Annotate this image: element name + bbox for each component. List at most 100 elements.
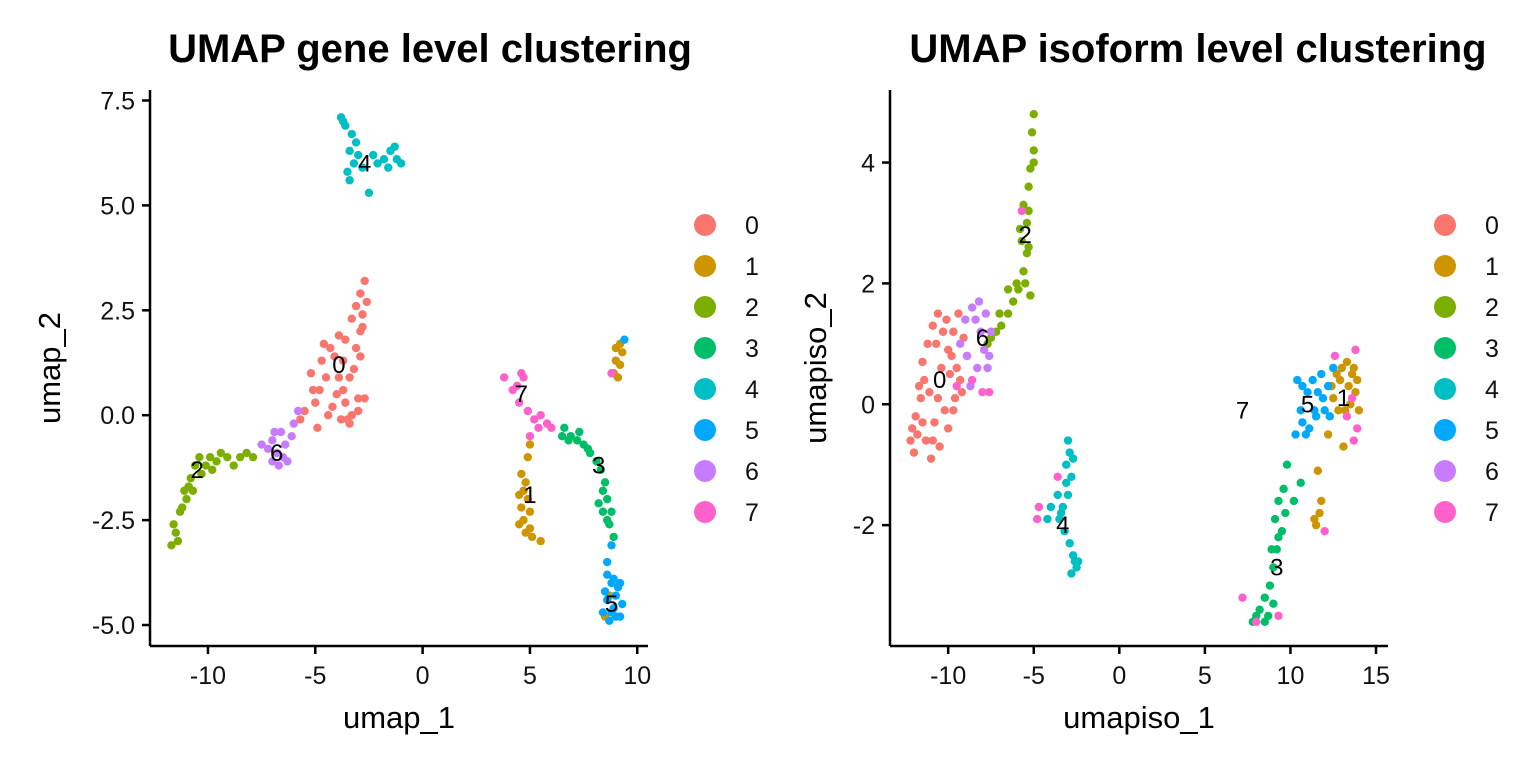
point-cluster-1: [1323, 430, 1333, 439]
point-cluster-6: [263, 444, 273, 453]
point-cluster-1: [1337, 363, 1346, 373]
chart-title: UMAP isoform level clustering: [909, 27, 1486, 71]
cluster-label-4: 4: [358, 150, 371, 177]
point-cluster-0: [311, 398, 320, 407]
point-cluster-0: [349, 364, 359, 374]
point-cluster-0: [315, 385, 324, 395]
point-cluster-0: [937, 363, 946, 373]
cluster-label-3: 3: [1270, 554, 1283, 581]
legend-label-0: 0: [745, 212, 759, 240]
point-cluster-0: [911, 412, 920, 421]
point-cluster-5: [1318, 394, 1328, 403]
point-cluster-0: [906, 436, 915, 445]
legend-key-6: [1434, 460, 1456, 482]
legend-key-7: [1434, 501, 1456, 523]
legend-key-5: [1434, 419, 1456, 441]
point-cluster-0: [954, 309, 963, 318]
point-cluster-6: [967, 303, 977, 312]
legend-key-3: [1434, 337, 1456, 359]
point-cluster-3: [1270, 514, 1280, 524]
legend-label-1: 1: [745, 253, 759, 281]
point-cluster-0: [945, 369, 955, 379]
point-cluster-0: [918, 357, 927, 367]
point-cluster-6: [293, 406, 303, 416]
point-cluster-0: [334, 373, 344, 382]
point-cluster-4: [390, 142, 399, 151]
legend-key-4: [694, 378, 716, 400]
point-cluster-7: [1017, 206, 1026, 216]
point-cluster-0: [938, 327, 948, 336]
point-cluster-5: [607, 578, 616, 588]
point-cluster-2: [1024, 182, 1033, 191]
point-cluster-7: [523, 406, 532, 416]
point-cluster-3: [596, 465, 605, 474]
point-cluster-3: [603, 494, 612, 504]
point-cluster-0: [933, 394, 943, 403]
legend-label-1: 1: [1485, 253, 1499, 281]
point-cluster-3: [1274, 533, 1283, 542]
point-cluster-0: [928, 436, 937, 445]
point-cluster-0: [935, 442, 944, 451]
point-cluster-3: [575, 427, 584, 437]
legend-key-2: [694, 296, 716, 318]
point-cluster-6: [979, 345, 989, 355]
point-cluster-0: [313, 423, 322, 432]
point-cluster-0: [362, 297, 372, 307]
point-cluster-0: [920, 375, 929, 385]
point-cluster-0: [354, 394, 363, 403]
point-cluster-1: [527, 532, 537, 542]
point-cluster-6: [287, 431, 296, 441]
point-cluster-7: [499, 373, 509, 382]
legend-key-1: [694, 255, 716, 277]
point-cluster-3: [564, 436, 573, 445]
point-cluster-3: [598, 486, 608, 495]
legend-key-5: [694, 419, 716, 441]
cluster-label-6: 6: [270, 440, 283, 467]
point-cluster-0: [360, 394, 369, 403]
cluster-label-5: 5: [1301, 391, 1314, 418]
point-cluster-4: [1062, 478, 1071, 488]
y-tick-label: 0.0: [100, 402, 135, 430]
point-cluster-3: [603, 515, 612, 525]
point-cluster-1: [1352, 375, 1362, 385]
point-cluster-4: [1067, 569, 1076, 578]
point-cluster-3: [1289, 496, 1299, 506]
point-cluster-0: [926, 454, 936, 463]
x-tick-label: 15: [1362, 662, 1390, 690]
y-tick-label: 7.5: [100, 87, 135, 115]
point-cluster-4: [1070, 557, 1080, 566]
point-cluster-0: [351, 301, 361, 311]
point-cluster-0: [356, 289, 365, 298]
legend-label-4: 4: [745, 376, 759, 404]
point-cluster-6: [289, 419, 299, 428]
point-cluster-2: [248, 452, 258, 462]
point-cluster-0: [943, 424, 953, 433]
point-cluster-0: [330, 352, 339, 361]
x-tick-label: 0: [416, 662, 430, 690]
point-cluster-0: [338, 356, 348, 365]
point-cluster-0: [332, 390, 341, 399]
point-cluster-2: [216, 448, 226, 458]
y-tick-label: 2.5: [100, 297, 135, 325]
point-cluster-2: [1029, 146, 1038, 155]
point-cluster-5: [607, 541, 616, 550]
point-cluster-0: [300, 406, 309, 416]
point-cluster-2: [997, 321, 1006, 330]
point-cluster-3: [1279, 484, 1288, 494]
point-cluster-3: [600, 478, 610, 487]
point-cluster-2: [1026, 291, 1035, 300]
legend-key-0: [694, 214, 716, 236]
point-cluster-5: [1308, 375, 1317, 385]
point-cluster-2: [229, 461, 238, 470]
point-cluster-3: [583, 444, 593, 453]
point-cluster-5: [1296, 406, 1305, 415]
point-cluster-0: [334, 331, 344, 340]
x-tick-label: -10: [190, 662, 226, 690]
point-cluster-2: [235, 452, 245, 462]
x-tick-label: 10: [1277, 662, 1305, 690]
cluster-label-7: 7: [515, 381, 528, 408]
point-cluster-6: [973, 363, 982, 373]
point-cluster-0: [336, 415, 346, 424]
point-cluster-2: [186, 473, 195, 483]
point-cluster-6: [274, 461, 283, 470]
